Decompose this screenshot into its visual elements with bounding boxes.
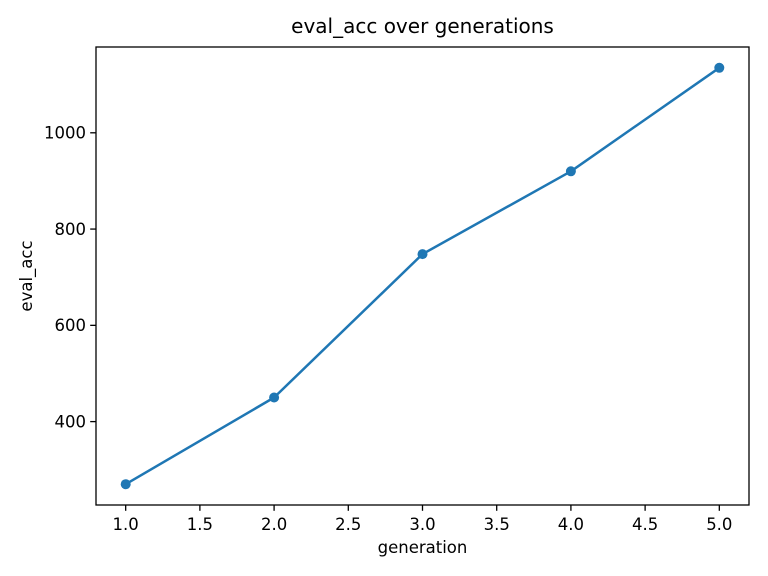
y-tick-label: 400: [55, 412, 87, 431]
data-point-marker: [269, 392, 280, 403]
data-point-marker: [714, 62, 725, 73]
y-tick-label: 800: [55, 220, 87, 239]
x-tick-label: 2.5: [335, 515, 361, 534]
x-tick-label: 1.0: [113, 515, 139, 534]
series-line: [124, 66, 721, 486]
chart-title: eval_acc over generations: [291, 14, 554, 38]
x-tick-label: 5.0: [706, 515, 732, 534]
data-point-marker: [417, 249, 428, 260]
y-tick-label: 1000: [44, 124, 86, 143]
x-tick-label: 4.5: [632, 515, 658, 534]
x-axis-label: generation: [378, 538, 468, 557]
y-axis-ticks: 400 600 800 1000: [44, 124, 96, 431]
x-tick-label: 2.0: [261, 515, 287, 534]
line-series-group: [120, 62, 725, 490]
y-tick-label: 600: [55, 316, 87, 335]
y-axis-label: eval_acc: [17, 240, 37, 311]
x-tick-label: 3.5: [484, 515, 510, 534]
x-tick-label: 1.5: [187, 515, 213, 534]
x-axis-ticks: 1.0 1.5 2.0 2.5 3.0 3.5 4.0 4.5 5.0: [113, 505, 732, 534]
x-tick-label: 4.0: [558, 515, 584, 534]
data-point-marker: [565, 166, 576, 177]
x-tick-label: 3.0: [409, 515, 435, 534]
data-point-marker: [120, 479, 131, 490]
